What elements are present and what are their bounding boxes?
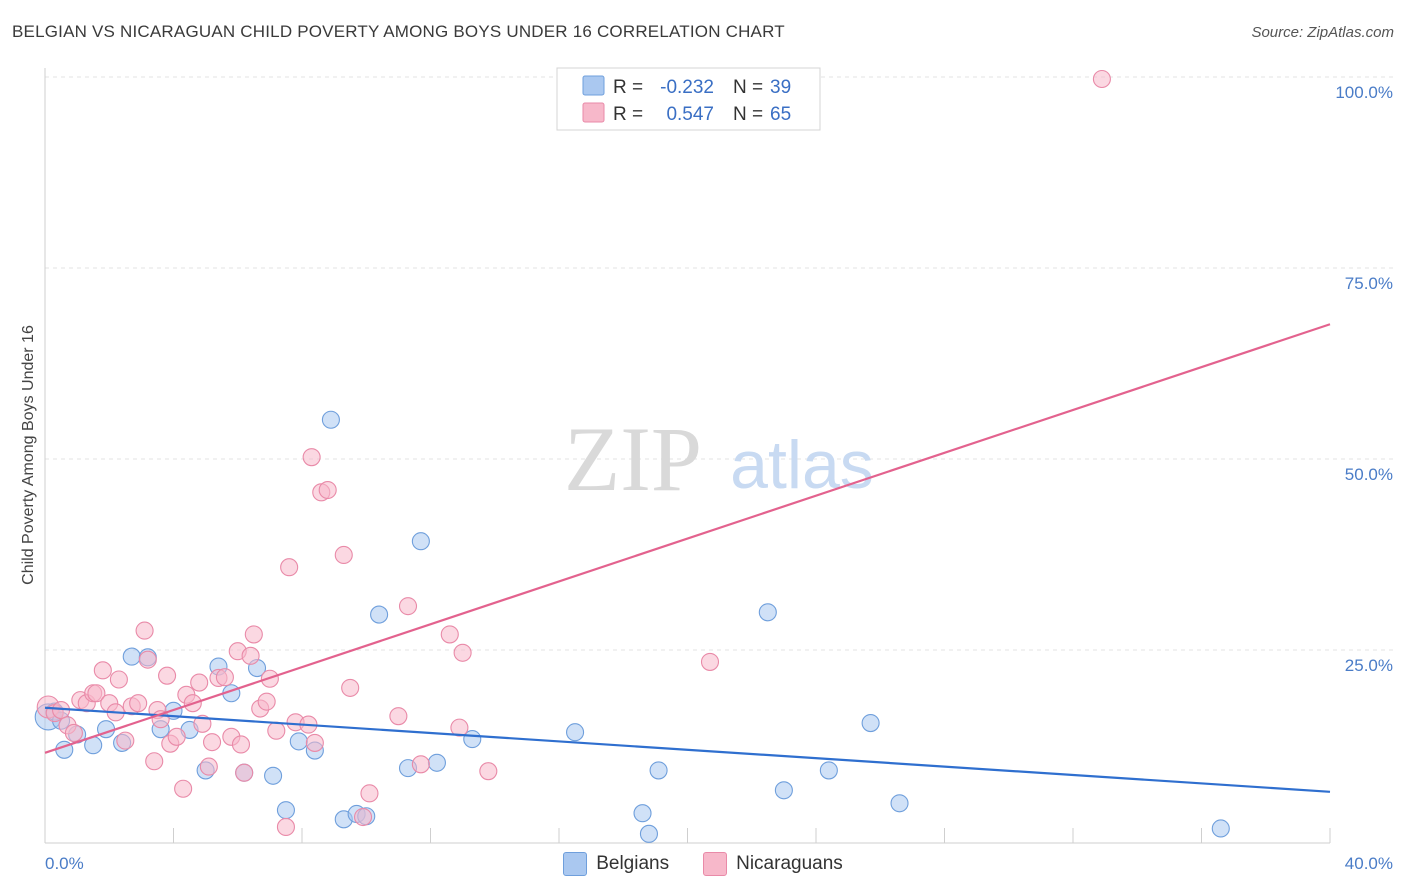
legend-label-belgians: Belgians — [596, 853, 670, 874]
nicaraguan-point-48 — [305, 733, 324, 752]
belgian-point-18 — [264, 766, 283, 785]
belgian-point-22 — [321, 410, 340, 429]
legend-n-value-2: 65 — [770, 104, 791, 125]
belgian-point-35 — [758, 603, 777, 622]
nicaraguan-point-23 — [167, 727, 186, 746]
nicaraguan-point-15 — [129, 694, 148, 713]
belgian-point-31 — [566, 723, 585, 742]
legend-label-nicaraguans: Nicaraguans — [736, 853, 843, 874]
nicaraguan-point-24 — [174, 779, 193, 798]
nicaraguan-point-57 — [411, 755, 430, 774]
legend-r-value-2: 0.547 — [666, 104, 714, 125]
nicaraguan-point-55 — [389, 707, 408, 726]
belgian-point-39 — [890, 794, 909, 813]
y-tick-label-3: 25.0% — [1345, 656, 1393, 675]
legend-swatch-nicaraguans-bottom — [703, 852, 728, 876]
nicaraguan-trend-line — [44, 323, 1331, 754]
x-tick-label-1: 40.0% — [1345, 854, 1393, 873]
gridlines — [45, 76, 1393, 651]
y-tick-label-1: 75.0% — [1345, 274, 1393, 293]
nicaraguan-point-56 — [398, 597, 418, 616]
nicaraguan-point-42 — [267, 721, 286, 740]
nicaraguan-point-37 — [241, 646, 260, 665]
nicaraguan-point-52 — [341, 678, 360, 697]
series-legend: Belgians Nicaraguans — [0, 852, 1406, 876]
trend-lines — [44, 323, 1331, 793]
belgian-point-28 — [411, 532, 430, 551]
nicaraguan-point-54 — [360, 784, 379, 803]
belgian-point-40 — [1211, 819, 1230, 838]
belgian-point-32 — [633, 804, 652, 823]
series-nicaraguans — [36, 69, 1111, 837]
y-axis-label: Child Poverty Among Boys Under 16 — [20, 325, 37, 585]
nicaraguan-point-44 — [280, 558, 299, 577]
belgian-point-34 — [649, 761, 668, 780]
watermark-atlas: atlas — [730, 427, 874, 503]
nicaraguan-point-58 — [440, 625, 459, 644]
nicaraguan-point-43 — [276, 817, 295, 837]
y-tick-label-2: 50.0% — [1345, 465, 1393, 484]
nicaraguan-point-18 — [145, 752, 164, 771]
belgian-trend-line — [44, 706, 1331, 793]
belgian-point-20 — [289, 732, 308, 751]
nicaraguan-point-29 — [199, 757, 218, 776]
belgian-point-29 — [427, 753, 446, 772]
nicaraguan-point-60 — [453, 643, 472, 662]
chart-title: BELGIAN VS NICARAGUAN CHILD POVERTY AMON… — [12, 22, 785, 41]
legend-item-belgians: Belgians — [563, 852, 669, 876]
x-tick-label-0: 0.0% — [45, 854, 84, 873]
belgian-point-8 — [122, 647, 141, 666]
nicaraguan-point-12 — [109, 670, 128, 689]
nicaraguan-point-59 — [450, 718, 469, 737]
legend-n-label-1: N = — [733, 77, 763, 98]
nicaraguan-point-47 — [302, 448, 321, 467]
belgian-point-33 — [639, 824, 659, 843]
nicaraguan-point-62 — [700, 652, 720, 671]
legend-n-label-2: N = — [733, 104, 763, 125]
nicaraguan-point-53 — [353, 807, 373, 827]
y-tick-label-0: 100.0% — [1335, 83, 1393, 102]
nicaraguan-point-16 — [135, 621, 154, 640]
nicaraguan-point-32 — [215, 668, 234, 687]
nicaraguan-point-17 — [138, 650, 157, 669]
nicaraguan-point-27 — [190, 673, 209, 692]
belgian-point-36 — [774, 781, 793, 800]
legend-swatch-belgians — [582, 75, 605, 96]
nicaraguan-point-61 — [479, 762, 498, 781]
legend-swatch-nicaraguans — [582, 102, 605, 123]
source-label: Source: ZipAtlas.com — [1251, 24, 1394, 41]
belgian-point-37 — [819, 761, 838, 780]
legend-r-value-1: -0.232 — [660, 77, 714, 98]
legend-swatch-belgians-bottom — [563, 852, 588, 876]
belgian-point-19 — [276, 801, 295, 820]
nicaraguan-point-4 — [64, 723, 83, 743]
y-tick-labels: 100.0% 75.0% 50.0% 25.0% — [1335, 83, 1393, 675]
nicaraguan-point-35 — [231, 735, 251, 754]
nicaraguan-point-9 — [93, 661, 112, 680]
nicaraguan-point-36 — [235, 763, 254, 782]
legend-item-nicaraguans: Nicaraguans — [703, 852, 843, 876]
nicaraguan-point-38 — [244, 625, 263, 644]
legend-r-label-1: R = — [613, 77, 643, 98]
nicaraguan-point-28 — [193, 714, 212, 733]
nicaraguan-point-40 — [257, 692, 276, 711]
belgian-point-38 — [861, 714, 880, 733]
legend-r-label-2: R = — [613, 104, 643, 125]
nicaraguan-point-8 — [87, 684, 106, 703]
nicaraguan-point-63 — [1092, 69, 1111, 89]
nicaraguan-point-13 — [116, 731, 135, 750]
nicaraguan-point-50 — [318, 480, 337, 500]
nicaraguan-point-30 — [203, 733, 222, 752]
nicaraguan-point-21 — [158, 666, 177, 685]
watermark: ZIP atlas — [564, 408, 874, 510]
nicaraguan-point-51 — [334, 545, 353, 565]
belgian-point-26 — [370, 605, 389, 624]
correlation-legend: R = -0.232 N = 39 R = 0.547 N = 65 — [556, 67, 821, 131]
watermark-zip: ZIP — [564, 408, 702, 510]
legend-n-value-1: 39 — [770, 77, 791, 98]
x-tick-labels: 0.0% 40.0% — [45, 854, 1393, 873]
